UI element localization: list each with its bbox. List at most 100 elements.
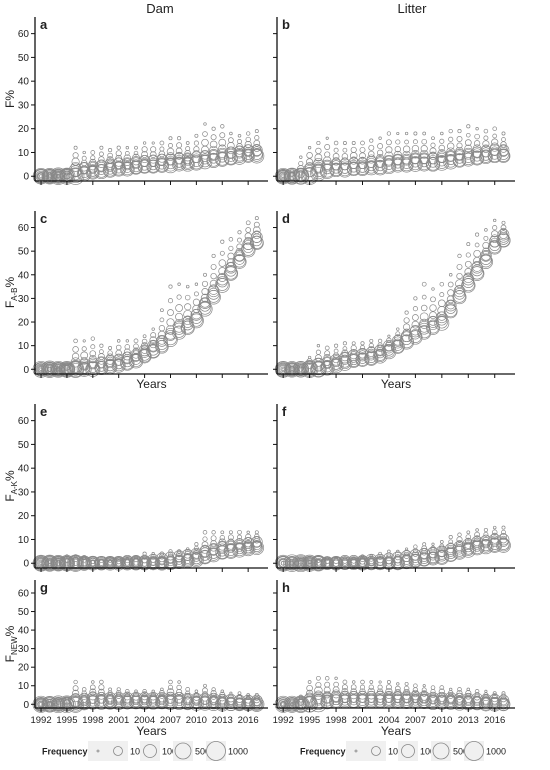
legend-title: Frequency — [42, 747, 88, 757]
data-point — [311, 691, 326, 706]
data-point — [285, 363, 299, 376]
data-point — [355, 694, 370, 708]
data-point — [333, 681, 339, 688]
data-point — [173, 157, 186, 170]
data-point — [480, 250, 492, 262]
data-point — [250, 148, 263, 160]
data-point — [341, 559, 348, 566]
data-point — [73, 145, 78, 150]
data-point — [333, 147, 339, 153]
data-point — [400, 694, 413, 707]
data-point — [453, 153, 466, 167]
data-point — [365, 161, 378, 174]
data-point — [199, 545, 211, 558]
data-point — [405, 547, 409, 551]
data-point — [332, 153, 340, 160]
data-point — [142, 689, 147, 694]
data-point — [228, 245, 234, 251]
data-point — [435, 151, 448, 164]
data-point — [38, 702, 44, 707]
legend-key-bg — [108, 741, 128, 761]
data-point — [155, 158, 169, 172]
data-point — [148, 154, 158, 164]
data-point — [252, 697, 261, 706]
data-point — [492, 225, 498, 231]
data-point — [440, 131, 444, 136]
data-point — [209, 694, 218, 703]
data-point — [237, 534, 242, 540]
y-tick-label: 10 — [18, 148, 30, 159]
data-point — [254, 135, 260, 141]
data-point — [462, 152, 475, 166]
data-point — [465, 252, 471, 258]
x-tick-label: 2016 — [484, 715, 505, 726]
data-point — [116, 557, 122, 563]
data-point — [201, 280, 209, 287]
data-point — [422, 684, 426, 688]
data-point — [501, 529, 506, 535]
data-point — [201, 138, 209, 147]
data-point — [310, 361, 327, 378]
bubbles-f — [274, 525, 511, 573]
legend-bubble — [96, 749, 100, 753]
data-point — [233, 254, 246, 268]
data-point — [220, 689, 225, 694]
data-point — [434, 315, 450, 331]
data-point — [473, 249, 481, 258]
data-point — [50, 555, 66, 571]
data-point — [321, 163, 333, 175]
data-point — [351, 341, 356, 346]
bubbles-d — [274, 218, 511, 378]
data-point — [490, 535, 499, 544]
data-point — [350, 344, 357, 352]
data-point — [392, 694, 404, 706]
data-point — [454, 695, 465, 706]
data-point — [439, 292, 445, 298]
data-point — [133, 150, 139, 156]
data-point — [435, 316, 448, 329]
data-point — [492, 126, 497, 131]
data-point — [182, 696, 194, 708]
data-point — [368, 343, 374, 349]
data-point — [412, 547, 418, 553]
data-point — [244, 140, 252, 149]
data-point — [121, 351, 134, 364]
data-point — [392, 157, 404, 169]
data-point — [457, 129, 462, 134]
data-point — [324, 144, 331, 150]
data-point — [111, 161, 126, 176]
data-point — [116, 339, 121, 343]
x-axis-title: Years — [136, 377, 166, 391]
data-point — [385, 687, 393, 696]
data-point — [189, 155, 204, 170]
data-point — [421, 294, 427, 300]
data-point — [228, 530, 233, 535]
data-point — [194, 282, 199, 286]
y-tick-label: 0 — [23, 365, 29, 376]
data-point — [499, 535, 508, 544]
data-point — [41, 168, 58, 185]
data-point — [279, 365, 288, 374]
data-point — [474, 133, 480, 140]
data-point — [323, 156, 332, 165]
data-point — [404, 681, 409, 686]
data-point — [377, 684, 383, 690]
data-point — [242, 238, 255, 250]
data-point — [104, 158, 116, 171]
data-point — [373, 160, 387, 175]
data-point — [488, 538, 502, 552]
data-point — [454, 153, 465, 164]
data-point — [181, 152, 194, 165]
x-tick-label: 1992 — [30, 715, 51, 726]
data-point — [104, 359, 116, 372]
data-point — [411, 320, 420, 329]
data-point — [140, 345, 149, 354]
data-point — [497, 233, 510, 245]
data-point — [150, 332, 157, 339]
data-point — [394, 146, 401, 153]
column-title-dam: Dam — [146, 1, 173, 16]
data-point — [124, 344, 131, 350]
data-point — [350, 688, 357, 695]
data-point — [141, 338, 148, 345]
x-tick-label: 1992 — [273, 715, 294, 726]
